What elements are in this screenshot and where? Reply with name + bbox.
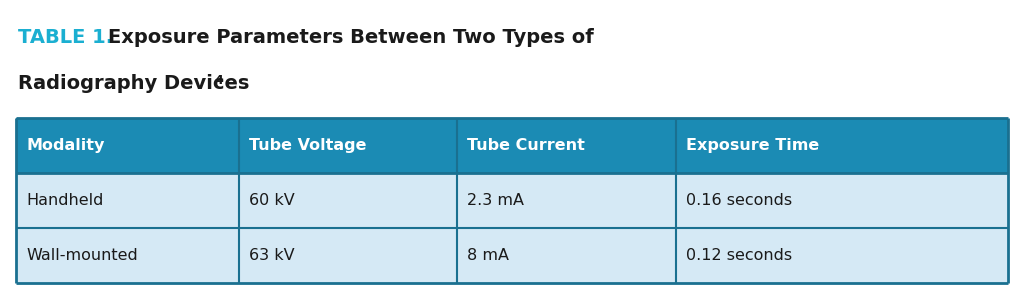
Text: 4: 4 (214, 74, 223, 87)
Text: Wall-mounted: Wall-mounted (26, 248, 138, 263)
Text: Exposure Parameters Between Two Types of: Exposure Parameters Between Two Types of (108, 28, 594, 47)
Text: Radiography Devices: Radiography Devices (18, 74, 250, 93)
Bar (16, 228, 1008, 283)
Text: 60 kV: 60 kV (249, 193, 295, 208)
Text: TABLE 1.: TABLE 1. (18, 28, 113, 47)
Bar (16, 173, 1008, 228)
Text: Handheld: Handheld (26, 193, 103, 208)
Text: Tube Voltage: Tube Voltage (249, 138, 367, 153)
Text: 0.12 seconds: 0.12 seconds (686, 248, 792, 263)
Text: 0.16 seconds: 0.16 seconds (686, 193, 792, 208)
Text: 8 mA: 8 mA (467, 248, 510, 263)
Text: 63 kV: 63 kV (249, 248, 295, 263)
Text: Modality: Modality (26, 138, 104, 153)
Text: Exposure Time: Exposure Time (686, 138, 819, 153)
Text: Tube Current: Tube Current (467, 138, 586, 153)
Bar (16, 118, 1008, 173)
Text: 2.3 mA: 2.3 mA (467, 193, 524, 208)
